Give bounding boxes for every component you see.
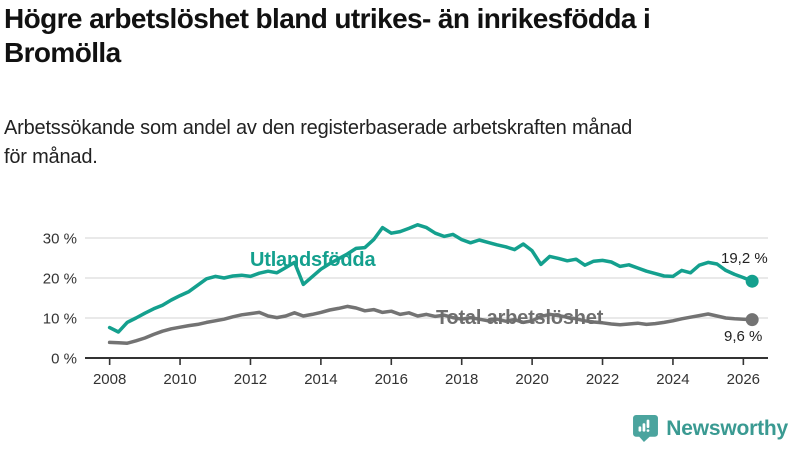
x-axis [85,357,768,365]
x-tick-label: 2018 [445,371,478,388]
axis-tick-labels: 0 % 10 % 20 % 30 % 2008 2010 2012 2014 2016 2018 2… [43,231,760,389]
y-tick-label: 0 % [51,351,77,368]
title-line-2: Bromölla [4,37,121,69]
bar-chart-speech-bubble-icon [633,415,659,442]
series-lines [107,223,759,345]
chart-subtitle: Arbetssökande som andel av den registerb… [4,114,796,172]
y-tick-label: 20 % [43,271,77,288]
series-end-dot-0 [745,274,759,288]
x-tick-label: 2008 [93,371,126,388]
x-tick-label: 2024 [656,371,689,388]
x-tick-label: 2026 [727,371,760,388]
x-tick-label: 2014 [304,371,337,388]
x-tick-label: 2012 [234,371,267,388]
series-label-utlandsfodda: Utlandsfödda [250,249,376,271]
title-line-1: Högre arbetslöshet bland utrikes- än inr… [4,3,651,34]
newsworthy-logo[interactable]: Newsworthy [633,415,788,442]
y-tick-label: 30 % [43,231,77,248]
x-tick-label: 2016 [375,371,408,388]
series-end-dot-1 [745,313,759,327]
subtitle-line-2: för månad. [4,146,98,168]
x-tick-label: 2020 [515,371,548,388]
y-tick-label: 10 % [43,311,77,328]
series-label-total-arbetsloshet: Total arbetslöshet [436,307,604,329]
series-line-1 [107,304,754,345]
end-value-label-total: 9,6 % [724,328,763,345]
page-title: Högre arbetslöshet bland utrikes- än inr… [4,2,796,70]
newsworthy-wordmark: Newsworthy [666,416,788,440]
series-line-0 [107,223,754,334]
x-tick-label: 2010 [163,371,196,388]
gridlines [85,237,768,319]
subtitle-line-1: Arbetssökande som andel av den registerb… [4,117,633,139]
end-value-label-utlandsfodda: 19,2 % [721,250,768,267]
x-tick-label: 2022 [586,371,619,388]
logo-bars [638,419,650,432]
